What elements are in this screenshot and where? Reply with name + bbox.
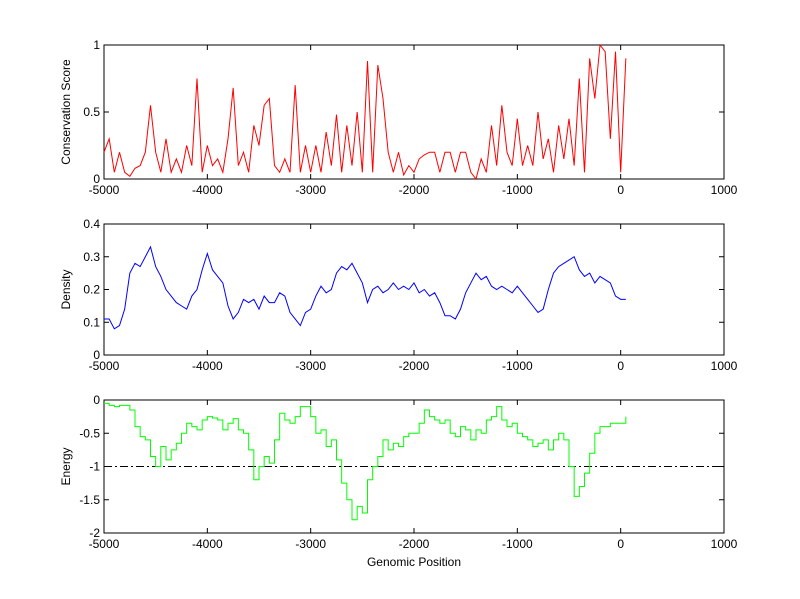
- x-axis-label: Genomic Position: [367, 555, 461, 569]
- x-tick-label: 1000: [711, 537, 738, 551]
- subplot-2: -5000 -4000 -3000 -2000 -1000 0 1000 -2 -1.5 -1 -0…: [59, 393, 738, 569]
- x-tick-label: 1000: [711, 183, 738, 197]
- axes-box: [103, 223, 725, 356]
- x-tick-label: 0: [617, 537, 624, 551]
- x-tick-label: -3000: [295, 359, 326, 373]
- y-axis-label: Density: [59, 269, 73, 309]
- x-tick-label: -4000: [192, 183, 223, 197]
- y-tick-label: -1.5: [79, 493, 100, 507]
- x-tick-label: -3000: [295, 537, 326, 551]
- axes-box: [103, 44, 725, 180]
- x-tick-label: -3000: [295, 183, 326, 197]
- data-series-line: [103, 43, 627, 181]
- x-tick-label: 0: [617, 359, 624, 373]
- data-series-line: [104, 245, 626, 330]
- y-tick-label: 0.5: [83, 105, 100, 119]
- x-tick-label: -5000: [89, 359, 120, 373]
- x-tick-label: -1000: [502, 183, 533, 197]
- y-tick-label: 1: [93, 38, 100, 52]
- x-tick-label: -5000: [89, 183, 120, 197]
- x-tick-label: 0: [617, 183, 624, 197]
- subplot-0: -5000 -4000 -3000 -2000 -1000 0 1000 0 0.5 1 Conse…: [59, 38, 738, 197]
- y-axis-label: Energy: [59, 447, 73, 485]
- y-tick-label: 0.1: [83, 315, 100, 329]
- y-tick-label: 0: [93, 393, 100, 407]
- y-axis-label: Conservation Score: [59, 59, 73, 165]
- x-tick-label: -5000: [89, 537, 120, 551]
- x-tick-label: -2000: [399, 183, 430, 197]
- y-tick-label: -0.5: [79, 426, 100, 440]
- y-tick-label: -1: [89, 460, 100, 474]
- x-tick-label: -1000: [502, 359, 533, 373]
- y-tick-label: 0.3: [83, 250, 100, 264]
- x-tick-label: -1000: [502, 537, 533, 551]
- data-series-line: [104, 402, 627, 521]
- x-tick-label: -2000: [399, 537, 430, 551]
- y-tick-label: 0: [93, 172, 100, 186]
- x-tick-label: -2000: [399, 359, 430, 373]
- x-tick-label: -4000: [192, 359, 223, 373]
- y-tick-label: 0: [93, 348, 100, 362]
- x-tick-label: -4000: [192, 537, 223, 551]
- y-tick-label: 0.4: [83, 217, 100, 231]
- x-tick-label: 1000: [711, 359, 738, 373]
- subplot-1: -5000 -4000 -3000 -2000 -1000 0 1000 0 0.1 0.2 0.3…: [59, 217, 738, 373]
- y-tick-label: 0.2: [83, 283, 100, 297]
- y-tick-label: -2: [89, 526, 100, 540]
